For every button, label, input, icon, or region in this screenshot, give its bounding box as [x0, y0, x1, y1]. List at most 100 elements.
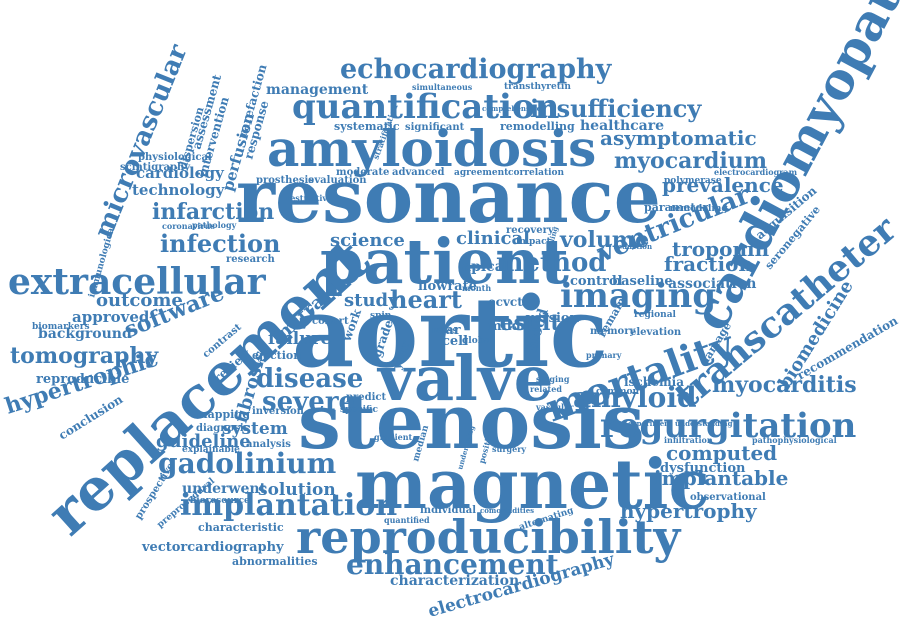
cloud-word: gradient — [374, 432, 413, 442]
cloud-word: experiment understanding — [628, 419, 733, 428]
cloud-word: parameter — [644, 201, 708, 214]
cloud-word: system — [222, 419, 288, 439]
cloud-word: polymerase — [664, 176, 722, 186]
cloud-word: volume — [559, 227, 649, 253]
cloud-word: recovery — [506, 225, 555, 236]
cloud-word: impact — [516, 237, 552, 247]
cloud-word: imaging — [560, 276, 716, 316]
cloud-word: hypertrophy — [620, 499, 758, 523]
cloud-word: aortic — [292, 276, 608, 389]
cloud-word: transthyretin — [504, 82, 571, 92]
cloud-word: asymptomatic — [600, 126, 757, 150]
cloud-word: insufficiency — [530, 94, 702, 123]
cloud-word: infection — [160, 229, 280, 258]
cloud-word: specific — [340, 405, 379, 415]
cloud-word: mass — [432, 326, 458, 336]
cloud-word: myocardium — [614, 148, 767, 174]
cloud-word: remodeling — [670, 204, 728, 214]
cloud-word: related — [530, 384, 562, 394]
cloud-word: ischemia — [624, 375, 684, 389]
cloud-word: mild — [488, 319, 521, 334]
cloud-word: gadolinium — [158, 447, 336, 480]
cloud-word: approved — [72, 308, 150, 326]
cloud-word: prevalence — [662, 173, 784, 197]
cloud-word: global — [462, 336, 494, 346]
cloud-word: memory — [590, 326, 636, 337]
cloud-word: control — [570, 274, 623, 289]
cloud-word: restrictive — [286, 193, 332, 203]
cloud-word: sar — [438, 323, 461, 338]
cloud-word: cardiology — [136, 164, 225, 182]
cloud-word: regurgitation — [600, 406, 856, 446]
cloud-word: simultaneous — [412, 82, 473, 92]
cloud-word: dysfunction — [660, 461, 746, 476]
cloud-word: implantation — [180, 488, 397, 523]
cloud-word: flowrate — [418, 279, 477, 294]
cloud-word: technology — [132, 181, 226, 199]
cloud-word: tomography — [10, 343, 159, 369]
cloud-word: common — [596, 387, 640, 397]
cloud-word: vascular — [535, 402, 574, 412]
cloud-word: cohort — [312, 316, 349, 327]
cloud-word: infiltration — [664, 435, 713, 445]
cloud-word: echocardiography — [340, 54, 613, 85]
cloud-word: spin — [370, 311, 392, 321]
cloud-word: characterization — [390, 573, 519, 589]
cloud-word: association — [668, 276, 756, 292]
cloud-word: clinical — [456, 228, 530, 249]
cloud-word: electrocardiogram — [714, 167, 798, 177]
cloud-word: resonance — [236, 154, 661, 240]
cloud-word: management — [266, 82, 369, 98]
cloud-word: background — [38, 326, 132, 342]
cloud-word: individual — [420, 505, 476, 516]
cloud-word: cell — [442, 334, 468, 349]
cloud-word: stenosis — [298, 377, 645, 466]
cloud-word: guideline — [156, 431, 251, 452]
cloud-word: scintigraphy — [120, 162, 191, 173]
cloud-word: outcome — [96, 290, 183, 311]
cloud-word: predict — [346, 392, 387, 403]
cloud-word: reduction — [614, 242, 652, 251]
cloud-word: coronavirus — [162, 221, 215, 231]
cloud-word: month — [462, 283, 491, 293]
cloud-word: magnetic — [355, 445, 710, 525]
cloud-word: observational — [690, 492, 766, 503]
cloud-word: comprehensive — [482, 104, 542, 113]
cloud-word: systematic — [334, 120, 400, 133]
cloud-word: amyloid — [573, 381, 697, 414]
cloud-word: reproducible — [36, 372, 129, 387]
cloud-word: biomarkers — [32, 322, 90, 332]
cloud-word: severe — [262, 387, 355, 417]
cloud-word: underwent — [182, 481, 267, 497]
cloud-word: disease — [256, 364, 363, 394]
cloud-word: physiological — [138, 152, 212, 163]
cloud-word: pathophysiological — [752, 435, 837, 445]
cloud-word: advanced — [392, 167, 444, 178]
cloud-word: troponin — [672, 237, 770, 261]
cloud-word: evaluation — [308, 175, 367, 186]
cloud-word: reproducibility — [296, 510, 682, 564]
cloud-word: apical — [462, 259, 509, 275]
cloud-word: method — [496, 248, 607, 278]
cloud-word: study — [344, 290, 399, 311]
cloud-word: failure — [268, 329, 332, 349]
cloud-word: myocarditis — [712, 372, 857, 398]
cloud-word: elevation — [630, 327, 682, 338]
cloud-word: regional — [634, 310, 677, 320]
cloud-word: primary — [586, 350, 622, 360]
cloud-word: amyloidosis — [267, 119, 596, 178]
cloud-word: extracellular — [8, 261, 267, 303]
cloud-word: computed — [666, 441, 777, 465]
cloud-word: staging — [536, 374, 570, 384]
cloud-word: valve — [376, 342, 553, 415]
cloud-word: diagnosis — [196, 423, 250, 434]
cloud-word: bioresource — [190, 496, 250, 506]
cloud-word: correlation — [508, 168, 565, 178]
cloud-word: significant — [405, 122, 465, 133]
cloud-word: research — [226, 254, 275, 265]
cloud-word: characteristic — [198, 521, 284, 534]
cloud-word: agreement — [454, 168, 509, 178]
